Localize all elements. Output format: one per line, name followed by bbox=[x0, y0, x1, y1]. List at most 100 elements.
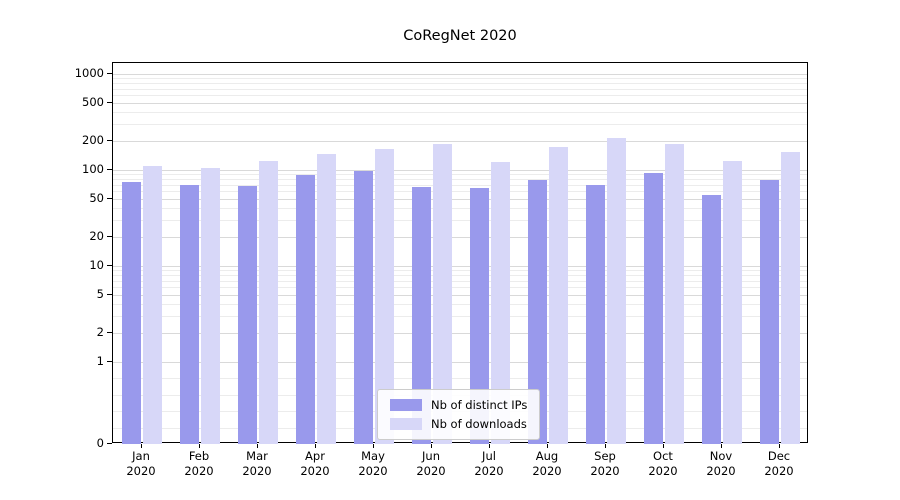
gridline-minor bbox=[113, 316, 807, 318]
y-axis-tick-label: 500 bbox=[82, 94, 104, 109]
bar-distinct-ips bbox=[760, 180, 779, 444]
gridline-minor bbox=[113, 179, 807, 181]
bar-distinct-ips bbox=[528, 180, 547, 444]
x-axis-tick-mark bbox=[257, 444, 258, 448]
x-axis-tick-mark bbox=[605, 444, 606, 448]
legend-swatch-downloads bbox=[390, 418, 422, 430]
y-axis-tick-label: 1000 bbox=[74, 66, 104, 80]
x-axis-tick-mark bbox=[315, 444, 316, 448]
gridline-major bbox=[113, 74, 807, 75]
gridline-minor bbox=[113, 280, 807, 282]
y-axis-tick-label: 0 bbox=[96, 436, 104, 450]
gridline-minor bbox=[113, 78, 807, 80]
bar-downloads bbox=[317, 153, 336, 444]
x-axis-tick-mark bbox=[721, 444, 722, 448]
bar-distinct-ips bbox=[412, 187, 431, 444]
y-axis-tick-mark bbox=[107, 101, 112, 103]
legend-label-distinct-ips: Nb of distinct IPs bbox=[431, 398, 528, 412]
gridline-major bbox=[113, 141, 807, 143]
gridline-minor bbox=[113, 191, 807, 193]
bar-distinct-ips bbox=[354, 171, 373, 444]
gridline-major bbox=[113, 294, 807, 296]
bar-downloads bbox=[375, 149, 394, 444]
x-axis-tick-label: Dec 2020 bbox=[764, 449, 794, 478]
gridline-minor bbox=[113, 184, 807, 186]
y-axis-tick-label: 5 bbox=[96, 286, 104, 301]
bar-downloads bbox=[259, 160, 278, 444]
y-axis-tick-label: 200 bbox=[82, 133, 104, 148]
bar-distinct-ips bbox=[122, 181, 141, 444]
gridline-major bbox=[113, 362, 807, 363]
legend-item-distinct-ips: Nb of distinct IPs bbox=[390, 398, 527, 412]
x-axis-tick-mark bbox=[199, 444, 200, 448]
bar-downloads bbox=[665, 144, 684, 444]
x-axis-tick-label: Apr 2020 bbox=[300, 449, 330, 478]
y-axis-tick-label: 20 bbox=[89, 229, 104, 244]
gridline-minor bbox=[113, 124, 807, 126]
gridline-minor bbox=[113, 220, 807, 222]
bar-distinct-ips bbox=[296, 174, 315, 444]
bar-distinct-ips bbox=[702, 194, 721, 444]
gridline-minor bbox=[113, 275, 807, 277]
plot-area: Nb of distinct IPs Nb of downloads bbox=[112, 62, 808, 444]
bar-downloads bbox=[723, 160, 742, 444]
legend-label-downloads: Nb of downloads bbox=[431, 417, 527, 431]
gridline-minor bbox=[113, 304, 807, 306]
x-axis-tick-mark bbox=[373, 444, 374, 448]
y-axis-tick-mark bbox=[107, 265, 112, 266]
x-axis-tick-label: Nov 2020 bbox=[706, 449, 736, 478]
x-axis-tick-label: Jan 2020 bbox=[126, 449, 156, 478]
bar-distinct-ips bbox=[644, 173, 663, 444]
y-axis-tick-mark bbox=[107, 197, 112, 199]
y-axis-tick-mark bbox=[107, 169, 112, 170]
gridline-minor bbox=[113, 174, 807, 176]
gridline-minor bbox=[113, 270, 807, 272]
y-axis-tick-label: 100 bbox=[82, 162, 104, 176]
x-axis-tick-mark bbox=[431, 444, 432, 448]
x-axis-tick-mark bbox=[489, 444, 490, 448]
chart-title: CoRegNet 2020 bbox=[403, 28, 517, 44]
x-axis-tick-mark bbox=[779, 444, 780, 448]
legend-item-downloads: Nb of downloads bbox=[390, 417, 527, 431]
x-axis-tick-mark bbox=[141, 444, 142, 448]
bar-downloads bbox=[201, 167, 220, 444]
x-axis-tick-label: Oct 2020 bbox=[648, 449, 678, 478]
bar-downloads bbox=[607, 138, 626, 444]
y-axis-tick-mark bbox=[107, 73, 112, 74]
x-axis-tick-label: Jun 2020 bbox=[416, 449, 446, 478]
legend: Nb of distinct IPs Nb of downloads bbox=[377, 389, 541, 440]
y-axis-tick-mark bbox=[107, 443, 112, 444]
y-axis-tick-mark bbox=[107, 236, 112, 238]
bar-distinct-ips bbox=[470, 187, 489, 444]
y-axis-tick-mark bbox=[107, 140, 112, 142]
gridline-major bbox=[113, 266, 807, 267]
legend-swatch-distinct-ips bbox=[390, 399, 422, 411]
gridline-major bbox=[113, 170, 807, 171]
gridline-minor bbox=[113, 112, 807, 114]
x-axis-tick-label: May 2020 bbox=[358, 449, 388, 478]
y-axis-tick-mark bbox=[107, 293, 112, 295]
bar-distinct-ips bbox=[586, 184, 605, 444]
bar-downloads bbox=[491, 162, 510, 444]
x-axis-tick-mark bbox=[547, 444, 548, 448]
x-axis-tick-label: Mar 2020 bbox=[242, 449, 272, 478]
x-axis-tick-mark bbox=[663, 444, 664, 448]
y-axis-tick-label: 50 bbox=[89, 190, 104, 205]
gridline-minor bbox=[113, 88, 807, 90]
gridline-minor bbox=[113, 208, 807, 210]
bar-downloads bbox=[549, 147, 568, 444]
y-axis-tick-label: 10 bbox=[89, 258, 104, 272]
gridline-major bbox=[113, 237, 807, 239]
gridline-major bbox=[113, 198, 807, 200]
gridline-major bbox=[113, 102, 807, 104]
bar-distinct-ips bbox=[238, 186, 257, 444]
x-axis-tick-label: Feb 2020 bbox=[184, 449, 214, 478]
gridline-minor bbox=[113, 378, 807, 380]
bar-distinct-ips bbox=[180, 184, 199, 444]
bar-downloads bbox=[781, 151, 800, 444]
y-axis-tick-label: 1 bbox=[96, 354, 104, 368]
bar-downloads bbox=[143, 166, 162, 444]
x-axis-tick-label: Aug 2020 bbox=[532, 449, 562, 478]
y-axis-tick-mark bbox=[107, 332, 112, 334]
